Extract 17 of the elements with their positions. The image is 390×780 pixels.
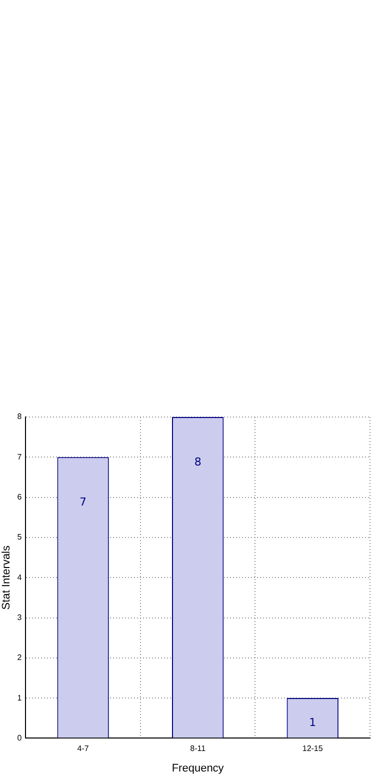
x-axis-title: Frequency [172, 762, 224, 774]
x-tick-label: 8-11 [190, 744, 206, 754]
data-label: 1 [309, 716, 316, 730]
x-tick-label: 4-7 [77, 744, 90, 754]
y-tick-label: 6 [17, 492, 22, 502]
y-tick-label: 2 [17, 653, 22, 662]
data-label: 8 [194, 455, 202, 468]
y-tick-label: 5 [17, 532, 22, 542]
y-tick-label: 7 [17, 452, 22, 462]
y-tick-label: 3 [17, 612, 22, 622]
y-tick-label: 0 [17, 733, 22, 742]
y-tick-label: 4 [17, 572, 22, 582]
y-tick-label: 1 [17, 693, 22, 702]
y-axis-title: Stat Intervals [0, 545, 13, 610]
y-tick-label: 8 [17, 412, 22, 422]
data-label: 7 [80, 496, 87, 509]
x-tick-label: 12-15 [302, 744, 324, 754]
